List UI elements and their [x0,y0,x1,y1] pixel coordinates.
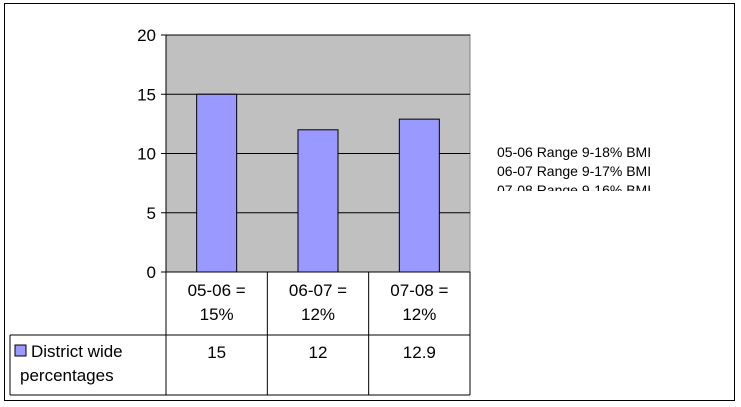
category-label: 12% [402,305,436,324]
y-axis-ticks: 0 5 10 15 20 [137,26,166,282]
y-tick-label: 20 [137,26,156,45]
category-label: 06-07 = [289,281,347,300]
data-label: 15 [207,343,226,362]
y-tick-label: 15 [137,85,156,104]
bar [398,118,440,273]
y-tick-label: 5 [147,204,156,223]
category-label: 15% [200,305,234,324]
series-name: percentages [20,366,114,385]
range-notes: 05-06 Range 9-18% BMI 06-07 Range 9-17% B… [497,144,651,198]
data-label: 12.9 [403,343,436,362]
data-label: 12 [309,343,328,362]
bar [297,129,339,273]
series-name: District wide [31,342,123,361]
category-label: 12% [301,305,335,324]
legend-swatch [14,344,27,357]
y-tick-label: 0 [147,263,156,282]
bar [196,93,238,273]
range-note: 05-06 Range 9-18% BMI [497,144,651,160]
category-label: 05-06 = [188,281,246,300]
category-label: 07-08 = [390,281,448,300]
range-note: 07-08 Range 9-16% BMI [497,182,651,198]
y-tick-label: 10 [137,145,156,164]
data-table: 05-06 = 15% 06-07 = 12% 07-08 = 12% District w… [9,271,471,396]
range-note: 06-07 Range 9-17% BMI [497,163,651,179]
